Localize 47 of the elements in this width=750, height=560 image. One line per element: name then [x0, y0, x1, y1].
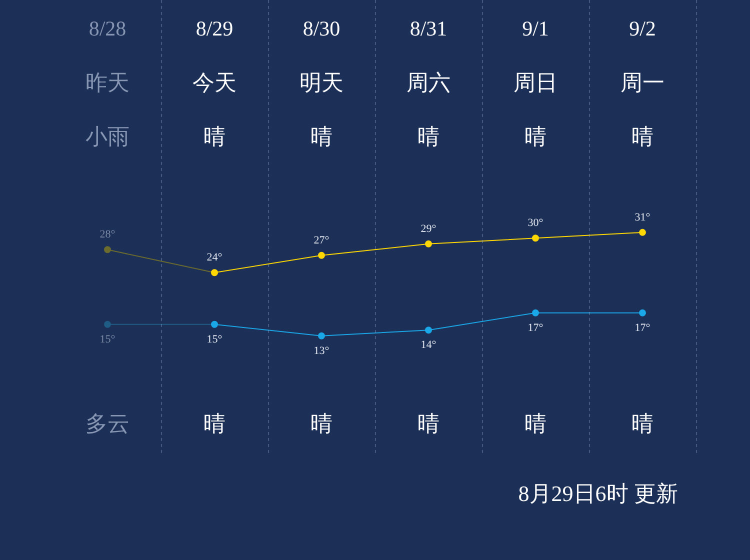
text: 晴	[632, 124, 654, 149]
text: 晴	[524, 410, 546, 436]
data-label: 29°	[420, 222, 436, 235]
data-label: 28°	[100, 228, 116, 241]
x-tick-label: 8/31	[410, 16, 448, 41]
data-label: 31°	[634, 211, 650, 224]
text: 周日	[514, 70, 558, 95]
data-label: 30°	[528, 217, 544, 230]
point	[425, 326, 432, 334]
text: 晴	[204, 410, 226, 436]
point	[425, 240, 432, 248]
text: 晴	[204, 124, 226, 149]
text: 晴	[418, 410, 440, 436]
text: 昨天	[86, 70, 130, 95]
point	[532, 234, 539, 242]
data-label: 13°	[314, 344, 330, 357]
data-label: 15°	[100, 333, 116, 346]
point	[104, 246, 111, 254]
text: 多云	[86, 410, 130, 436]
text: 周六	[406, 70, 450, 95]
text: 晴	[632, 410, 654, 436]
point	[639, 309, 646, 316]
text: 周一	[620, 70, 664, 95]
point	[104, 320, 111, 328]
text: 晴	[310, 124, 332, 149]
data-label: 14°	[420, 339, 436, 352]
point	[639, 228, 646, 236]
x-tick-label: 9/1	[522, 16, 549, 41]
data-label: 24°	[206, 252, 222, 264]
data-label: 17°	[634, 322, 650, 334]
text: 今天	[192, 70, 236, 95]
point	[532, 309, 539, 316]
text: 8月29日6时 更新	[518, 480, 678, 506]
text: 晴	[418, 124, 440, 149]
point	[318, 252, 325, 259]
text: 小雨	[86, 124, 130, 149]
text: 晴	[524, 124, 546, 149]
x-tick-label: 8/29	[196, 16, 234, 41]
data-label: 27°	[314, 234, 330, 246]
point	[318, 332, 325, 340]
data-label: 15°	[206, 333, 222, 346]
x-tick-label: 9/2	[629, 16, 656, 41]
x-tick-label: 8/28	[88, 16, 126, 41]
x-tick-label: 8/30	[302, 16, 340, 41]
data-label: 17°	[528, 322, 544, 334]
text: 晴	[310, 410, 332, 436]
text: 明天	[300, 70, 344, 95]
